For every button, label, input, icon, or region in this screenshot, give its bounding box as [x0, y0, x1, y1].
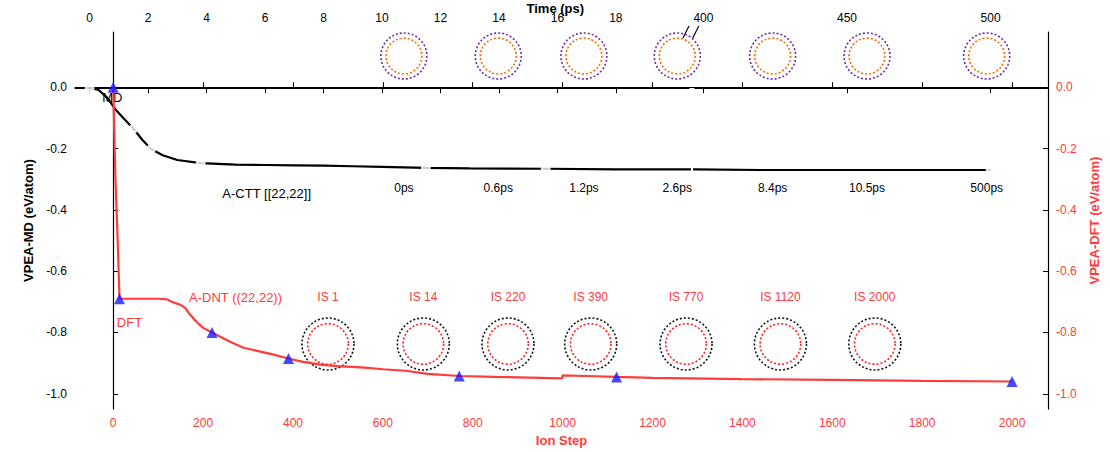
svg-text:A-CTT [[22,22]]: A-CTT [[22,22]]: [222, 186, 311, 201]
svg-text:VPEA-MD (eV/atom): VPEA-MD (eV/atom): [21, 159, 36, 282]
svg-text:Ion Step: Ion Step: [536, 433, 587, 448]
svg-text:800: 800: [463, 416, 483, 430]
svg-text:VPEA-DFT (eV/atom): VPEA-DFT (eV/atom): [1087, 157, 1102, 285]
svg-text:-0.8: -0.8: [46, 325, 67, 339]
svg-text:10.5ps: 10.5ps: [849, 181, 885, 195]
svg-text:2.6ps: 2.6ps: [663, 181, 692, 195]
svg-text:500: 500: [981, 11, 1001, 25]
svg-text:14: 14: [492, 11, 506, 25]
svg-text:500ps: 500ps: [970, 181, 1003, 195]
svg-text:IS 390: IS 390: [573, 290, 608, 304]
svg-text:600: 600: [373, 416, 393, 430]
svg-text:2000: 2000: [999, 416, 1026, 430]
svg-text:12: 12: [434, 11, 448, 25]
svg-text:-1.0: -1.0: [46, 387, 67, 401]
svg-text:IS 14: IS 14: [409, 290, 437, 304]
svg-text:18: 18: [609, 11, 623, 25]
svg-text:DFT: DFT: [117, 315, 142, 330]
svg-text:0: 0: [86, 11, 93, 25]
svg-text:0.6ps: 0.6ps: [484, 181, 513, 195]
svg-text:1200: 1200: [639, 416, 666, 430]
svg-text:IS 770: IS 770: [669, 290, 704, 304]
svg-text:0.0: 0.0: [50, 80, 67, 94]
svg-text:2: 2: [145, 11, 152, 25]
svg-text:IS 220: IS 220: [491, 290, 526, 304]
svg-text:A-DNT ((22,22)): A-DNT ((22,22)): [189, 290, 282, 305]
svg-text:1600: 1600: [819, 416, 846, 430]
svg-text:Time (ps): Time (ps): [526, 1, 585, 16]
svg-text:-0.2: -0.2: [46, 142, 67, 156]
svg-text:450: 450: [837, 11, 857, 25]
svg-text:1400: 1400: [729, 416, 756, 430]
svg-text:-0.4: -0.4: [1056, 203, 1077, 217]
svg-text:1800: 1800: [909, 416, 936, 430]
svg-text:6: 6: [262, 11, 269, 25]
svg-text:IS 1120: IS 1120: [760, 290, 801, 304]
svg-text:200: 200: [193, 416, 213, 430]
svg-text:1.2ps: 1.2ps: [569, 181, 598, 195]
svg-text:IS 2000: IS 2000: [854, 290, 896, 304]
svg-text:400: 400: [283, 416, 303, 430]
svg-text:16: 16: [551, 11, 565, 25]
svg-text:0: 0: [110, 416, 117, 430]
svg-text:0.0: 0.0: [1056, 80, 1073, 94]
svg-text:8: 8: [320, 11, 327, 25]
svg-text:-0.8: -0.8: [1056, 325, 1077, 339]
svg-text:400: 400: [693, 11, 713, 25]
svg-text:IS 1: IS 1: [317, 290, 339, 304]
svg-text:MD: MD: [102, 89, 123, 105]
svg-text:10: 10: [375, 11, 389, 25]
svg-text:-0.2: -0.2: [1056, 142, 1077, 156]
svg-text:-1.0: -1.0: [1056, 387, 1077, 401]
svg-text:4: 4: [203, 11, 210, 25]
svg-text:-0.4: -0.4: [46, 203, 67, 217]
svg-text:-0.6: -0.6: [1056, 264, 1077, 278]
svg-text:1000: 1000: [549, 416, 576, 430]
svg-text:-0.6: -0.6: [46, 264, 67, 278]
svg-text:8.4ps: 8.4ps: [758, 181, 787, 195]
svg-text:0ps: 0ps: [394, 181, 413, 195]
